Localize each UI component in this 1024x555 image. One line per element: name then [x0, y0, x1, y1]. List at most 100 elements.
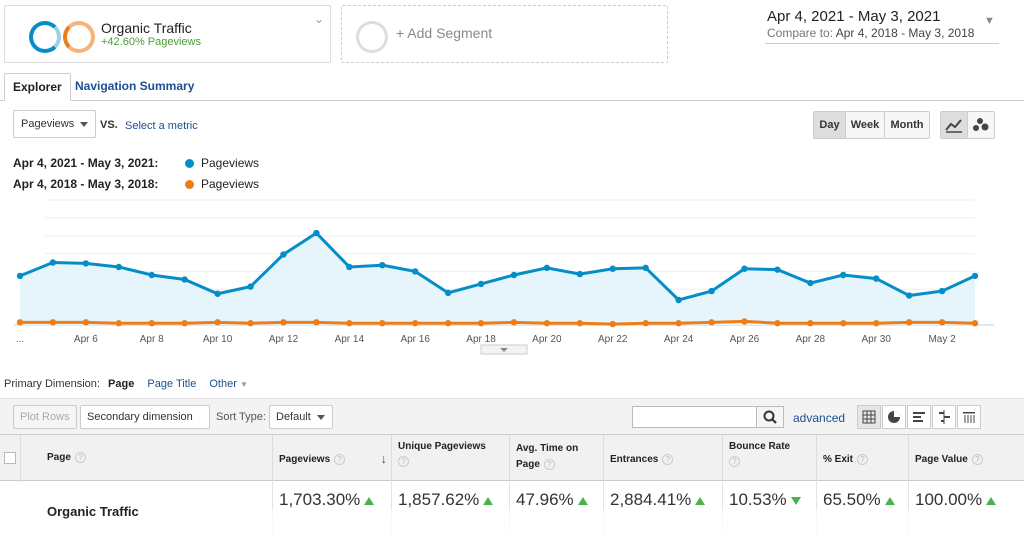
- help-icon[interactable]: ?: [334, 454, 346, 465]
- select-metric-link[interactable]: Select a metric: [125, 120, 198, 132]
- tab-navigation-summary[interactable]: Navigation Summary: [75, 79, 195, 93]
- table-view-button[interactable]: [857, 405, 881, 429]
- data-point: [247, 320, 254, 327]
- value-text: 1,857.62%: [398, 490, 480, 509]
- secondary-dimension-select[interactable]: Secondary dimension: [80, 405, 210, 442]
- column-header-page[interactable]: Page?: [20, 435, 272, 482]
- legend-range: Apr 4, 2021 - May 3, 2021:: [13, 156, 159, 170]
- select-all-checkbox[interactable]: [4, 452, 16, 464]
- column-header-page-value[interactable]: Page Value?: [908, 435, 1024, 482]
- primary-dimension-page-title[interactable]: Page Title: [147, 378, 197, 390]
- data-point: [477, 320, 485, 327]
- data-point: [807, 320, 814, 327]
- trend-up-icon: [483, 496, 494, 505]
- data-point: [609, 265, 616, 272]
- comparison-view-button[interactable]: [932, 405, 956, 429]
- data-point: [741, 318, 748, 325]
- metric-select[interactable]: Pageviews: [13, 110, 96, 138]
- empty-segment-ring-icon: [356, 21, 388, 53]
- data-point: [971, 320, 979, 327]
- data-point: [873, 275, 880, 282]
- caret-down-icon: ▼: [239, 380, 248, 389]
- plot-rows-button[interactable]: Plot Rows: [13, 405, 77, 429]
- data-point: [840, 271, 847, 279]
- chevron-down-icon[interactable]: ▼: [984, 15, 995, 27]
- primary-dimension-other[interactable]: Other ▼: [209, 378, 248, 390]
- month-button[interactable]: Month: [884, 111, 930, 139]
- primary-dimension-page: Page: [108, 378, 135, 390]
- primary-dimension-label: Primary Dimension:: [4, 378, 100, 390]
- data-point: [411, 268, 419, 275]
- x-tick-label: Apr 14: [335, 334, 365, 345]
- column-header-pageviews[interactable]: Pageviews? ↓: [272, 435, 391, 482]
- grid-icon: [862, 410, 876, 424]
- column-label: Unique Pageviews: [398, 441, 486, 452]
- tab-explorer[interactable]: Explorer: [4, 73, 71, 101]
- column-label: Bounce Rate: [729, 441, 791, 452]
- table-search-input[interactable]: [632, 406, 757, 428]
- bar-view-button[interactable]: [907, 405, 931, 429]
- column-header-entrances[interactable]: Entrances?: [603, 435, 722, 482]
- help-icon[interactable]: ?: [729, 456, 740, 467]
- value-text: 100.00%: [915, 490, 983, 509]
- add-segment-button[interactable]: + Add Segment: [341, 5, 668, 63]
- data-point: [938, 319, 946, 326]
- cell-value: 100.00%: [915, 490, 997, 510]
- help-icon[interactable]: ?: [398, 456, 409, 467]
- data-point: [49, 319, 57, 326]
- motion-chart-button[interactable]: [967, 111, 995, 139]
- legend-compare: Apr 4, 2018 - May 3, 2018: Pageviews: [13, 177, 259, 191]
- pageviews-line-chart[interactable]: ... Apr 6 Apr 8 Apr 10 Apr 12 Apr 14 Apr 16 Apr…: [0, 195, 1024, 355]
- search-button[interactable]: [756, 406, 784, 428]
- series-area-0: [20, 233, 975, 325]
- data-point: [82, 260, 90, 267]
- data-point: [214, 319, 221, 326]
- help-icon[interactable]: ?: [74, 452, 86, 463]
- value-text: 65.50%: [823, 490, 881, 509]
- line-chart-button[interactable]: [940, 111, 968, 139]
- x-tick-label: Apr 20: [532, 334, 562, 345]
- week-button[interactable]: Week: [845, 111, 885, 139]
- compare-label: Compare to:: [767, 26, 834, 40]
- column-header-unique-pageviews[interactable]: Unique Pageviews?: [391, 435, 509, 482]
- data-point: [411, 320, 419, 327]
- row-label: Organic Traffic: [47, 504, 139, 519]
- help-icon[interactable]: ?: [971, 454, 983, 465]
- legend-range: Apr 4, 2018 - May 3, 2018:: [13, 177, 159, 191]
- search-icon: [763, 410, 777, 424]
- data-point: [642, 320, 649, 327]
- column-header-bounce-rate[interactable]: Bounce Rate?: [722, 435, 816, 482]
- sort-type-select[interactable]: Default: [269, 405, 333, 429]
- data-point: [510, 319, 518, 326]
- legend-metric: Pageviews: [201, 156, 260, 170]
- column-header-exit[interactable]: % Exit?: [816, 435, 908, 482]
- pivot-view-button[interactable]: [957, 405, 981, 429]
- data-point: [49, 259, 57, 266]
- column-label: % Exit: [823, 454, 854, 466]
- segment-organic-traffic[interactable]: Organic Traffic +42.60% Pageviews ⌄: [4, 5, 331, 63]
- sort-type-label: Sort Type:: [216, 411, 266, 423]
- help-icon[interactable]: ?: [857, 454, 869, 465]
- day-button[interactable]: Day: [813, 111, 846, 139]
- data-point: [708, 319, 715, 326]
- help-icon[interactable]: ?: [543, 458, 555, 470]
- data-point: [774, 320, 781, 327]
- data-point: [971, 272, 979, 280]
- date-range-underline: [765, 43, 999, 44]
- column-header-avg-time-on-page[interactable]: Avg. Time on Page?: [509, 435, 603, 482]
- data-point: [938, 287, 946, 295]
- help-icon[interactable]: ?: [662, 454, 674, 465]
- segment-ring-current-icon: [29, 21, 61, 53]
- advanced-filter-link[interactable]: advanced: [793, 411, 846, 425]
- data-point: [477, 280, 485, 288]
- data-point: [247, 283, 254, 290]
- chevron-down-icon[interactable]: ⌄: [313, 12, 324, 26]
- column-label: Entrances: [610, 454, 659, 466]
- bar-chart-icon: [913, 412, 925, 422]
- series-line-1: [20, 319, 976, 326]
- pie-view-button[interactable]: [882, 405, 906, 429]
- data-point: [576, 270, 584, 278]
- trend-up-icon: [884, 496, 895, 505]
- data-point: [576, 320, 584, 327]
- resize-handle-icon: [500, 348, 508, 352]
